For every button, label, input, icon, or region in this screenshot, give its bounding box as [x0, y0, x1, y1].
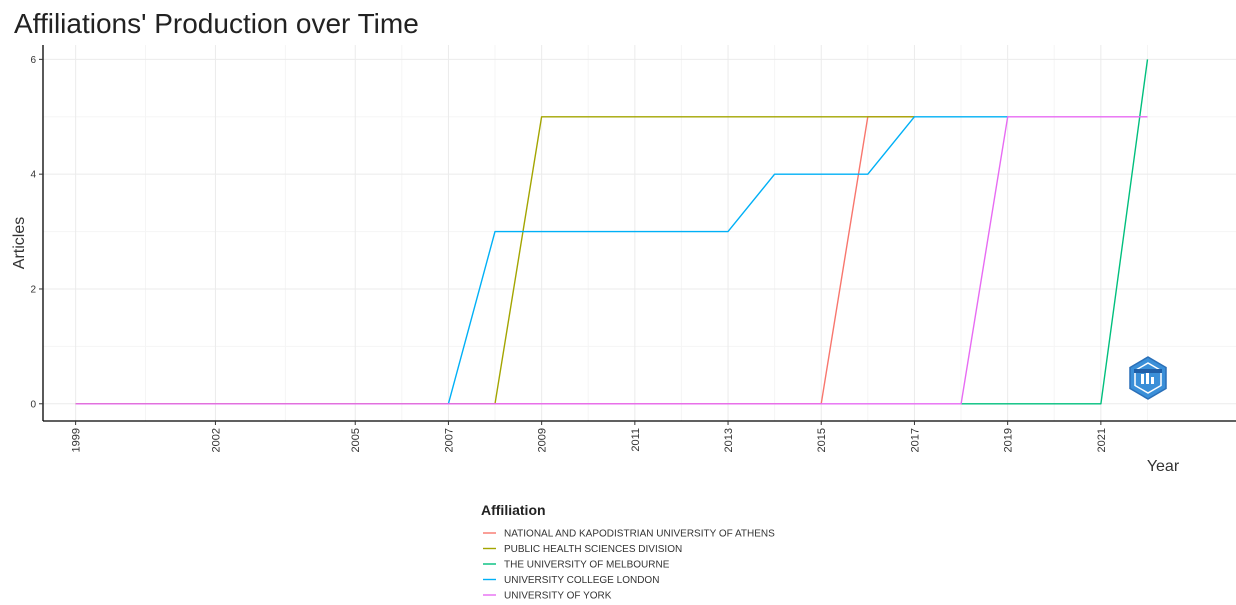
x-tick-label: 2009: [537, 428, 549, 452]
tick-labels: 0 2 4 6 1999 2002 2005 2007 2009 2011 2013 2015 2017…: [30, 55, 1107, 453]
x-tick-label: 2015: [816, 428, 828, 452]
legend-label-2: PUBLIC HEALTH SCIENCES DIVISION: [504, 544, 682, 555]
legend-label-1: NATIONAL AND KAPODISTRIAN UNIVERSITY OF …: [504, 529, 775, 540]
y-tick-label: 0: [30, 399, 36, 410]
x-tick-label: 2007: [443, 428, 455, 452]
y-tick-label: 2: [30, 284, 36, 295]
legend-label-3: THE UNIVERSITY OF MELBOURNE: [504, 560, 670, 571]
series-line-4: [447, 116, 1008, 404]
y-tick-label: 6: [30, 55, 36, 66]
legend-title: Affiliation: [481, 502, 546, 518]
chart-title: Affiliations' Production over Time: [14, 8, 419, 39]
bibliometrix-logo-icon: [1129, 356, 1167, 400]
x-tick-label: 1999: [71, 428, 83, 452]
x-tick-label: 2002: [210, 428, 222, 452]
x-tick-label: 2013: [723, 428, 735, 452]
x-tick-label: 2021: [1096, 428, 1108, 452]
series-lines: [75, 59, 1149, 405]
y-tick-label: 4: [30, 170, 36, 181]
series-line-5: [75, 116, 1148, 405]
x-axis-title: Year: [1147, 458, 1180, 475]
legend-label-4: UNIVERSITY COLLEGE LONDON: [504, 575, 659, 586]
y-axis-title: Articles: [11, 217, 28, 269]
legend-label-5: UNIVERSITY OF YORK: [504, 591, 612, 602]
grid: [43, 45, 1236, 421]
series-line-3: [961, 59, 1149, 405]
x-tick-label: 2019: [1003, 428, 1015, 452]
x-tick-label: 2017: [909, 428, 921, 452]
x-tick-label: 2011: [630, 428, 642, 452]
x-tick-label: 2005: [350, 428, 362, 452]
legend: Affiliation NATIONAL AND KAPODISTRIAN UN…: [481, 502, 775, 602]
axes: [42, 45, 1236, 422]
